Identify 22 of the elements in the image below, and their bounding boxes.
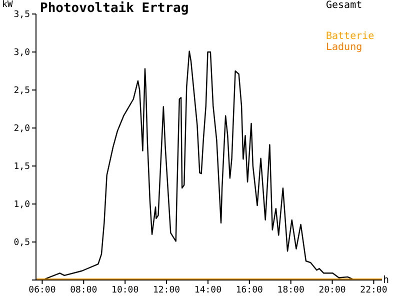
x-tick-label: 22:00 (360, 285, 388, 296)
x-tick-label: 14:00 (194, 285, 222, 296)
x-tick-label: 20:00 (318, 285, 346, 296)
x-tick-label: 18:00 (277, 285, 304, 296)
y-tick-label: 1,0 (14, 200, 30, 210)
text: Batterie (326, 31, 376, 42)
x-axis-title: h (383, 275, 390, 286)
y-tick-label: 3,5 (14, 10, 30, 20)
y-tick-label: 0,5 (14, 238, 30, 248)
y-tick-label: 1,5 (14, 162, 30, 172)
x-tick-label: 12:00 (152, 285, 180, 296)
x-tick-label: 08:00 (70, 285, 98, 296)
y-tick-label: 3,0 (14, 48, 30, 58)
y-tick-label: 2,5 (14, 86, 30, 96)
x-tick-label: 16:00 (236, 285, 263, 296)
y-tick-label: 2,0 (14, 124, 30, 134)
text: Gesamt (326, 0, 364, 11)
x-tick-label: 06:00 (28, 285, 56, 296)
text: Ladung (326, 42, 364, 53)
y-axis-title: kW (2, 0, 13, 10)
x-tick-label: 10:00 (112, 285, 139, 296)
chart-title: Photovoltaik Ertrag (40, 1, 189, 16)
